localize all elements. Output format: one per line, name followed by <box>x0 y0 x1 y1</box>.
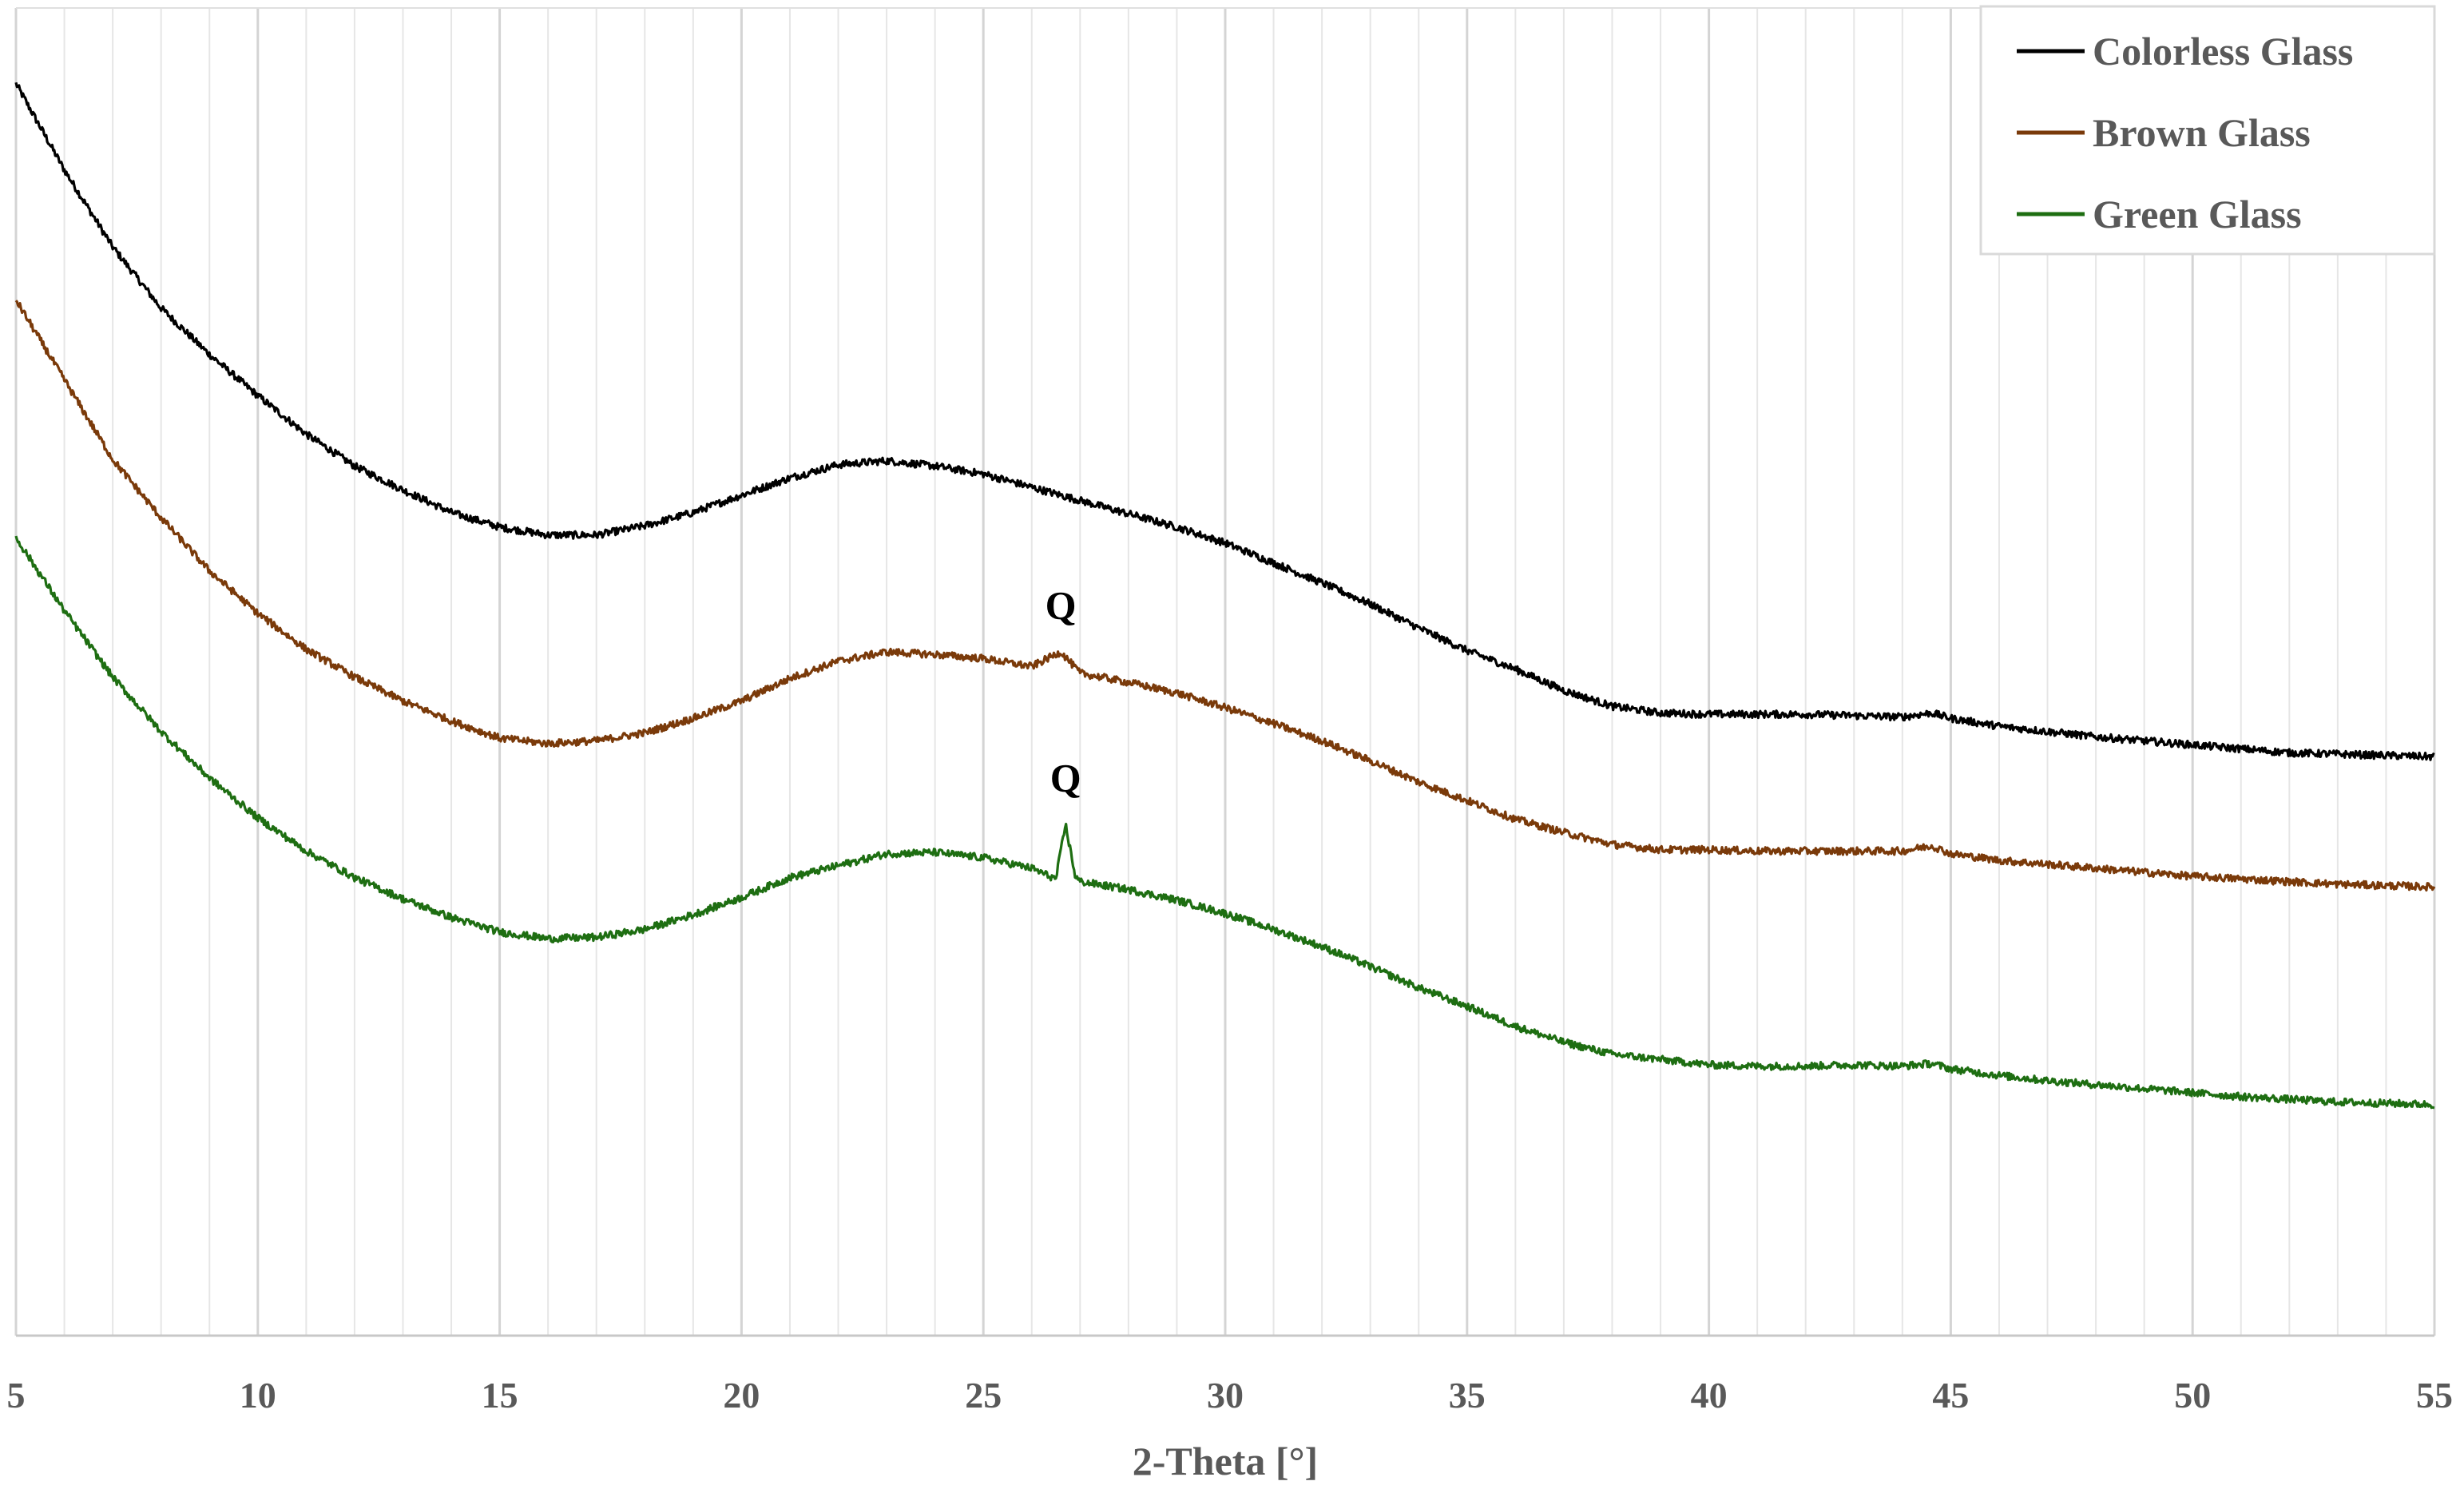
x-tick-label: 40 <box>1691 1375 1728 1416</box>
peak-annotation: Q <box>1050 756 1081 800</box>
x-tick-label: 10 <box>240 1375 276 1416</box>
grid-lines <box>14 7 2436 1336</box>
legend-label: Green Glass <box>2093 192 2302 236</box>
series-layer <box>14 81 2436 1110</box>
legend: Colorless Glass Brown Glass Green Glass <box>1979 5 2436 256</box>
series-line-colorless-glass <box>14 81 2435 761</box>
series-line-green-glass <box>14 535 2435 1110</box>
x-axis-label: 2-Theta [°] <box>1133 1439 1318 1483</box>
annotations: QQ <box>1046 583 1081 800</box>
peak-annotation: Q <box>1046 583 1077 628</box>
x-tick-label: 55 <box>2416 1375 2453 1416</box>
x-tick-label: 50 <box>2174 1375 2211 1416</box>
x-tick-labels: 5 10 15 20 25 30 35 40 45 50 55 <box>7 1375 2454 1416</box>
x-tick-label: 35 <box>1449 1375 1486 1416</box>
x-tick-label: 15 <box>482 1375 518 1416</box>
x-tick-label: 45 <box>1932 1375 1969 1416</box>
x-tick-label: 25 <box>965 1375 1002 1416</box>
x-tick-label: 20 <box>723 1375 760 1416</box>
legend-label: Brown Glass <box>2093 110 2311 155</box>
x-tick-label: 5 <box>7 1375 26 1416</box>
legend-label: Colorless Glass <box>2093 29 2353 73</box>
series-line-brown-glass <box>14 300 2436 892</box>
x-tick-label: 30 <box>1207 1375 1244 1416</box>
